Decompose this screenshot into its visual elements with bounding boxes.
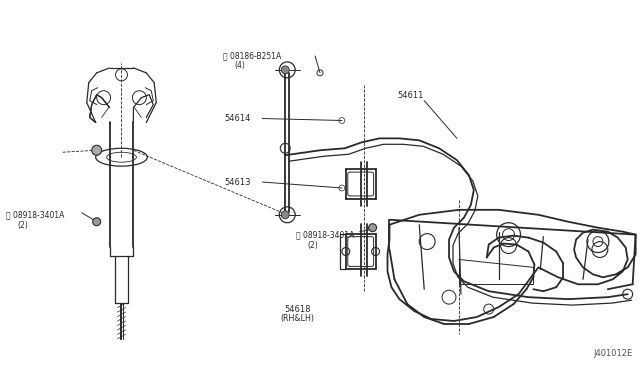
Text: J401012E: J401012E xyxy=(593,349,633,358)
Text: (RH&LH): (RH&LH) xyxy=(280,314,314,324)
Circle shape xyxy=(93,218,100,226)
Text: ⒳ 08918-3401A: ⒳ 08918-3401A xyxy=(6,210,65,219)
Text: 54611: 54611 xyxy=(397,91,424,100)
Circle shape xyxy=(282,211,289,219)
Text: 54614: 54614 xyxy=(225,114,251,123)
Text: (2): (2) xyxy=(307,241,318,250)
Text: ⒳ 08186-B251A: ⒳ 08186-B251A xyxy=(223,51,281,61)
Text: (4): (4) xyxy=(235,61,246,70)
Circle shape xyxy=(92,145,102,155)
Text: 54613: 54613 xyxy=(225,177,252,186)
Circle shape xyxy=(282,66,289,74)
Circle shape xyxy=(369,224,376,232)
Text: ⒳ 08918-3401A: ⒳ 08918-3401A xyxy=(296,230,355,239)
Text: 54618: 54618 xyxy=(284,305,311,314)
Text: (2): (2) xyxy=(17,221,28,230)
